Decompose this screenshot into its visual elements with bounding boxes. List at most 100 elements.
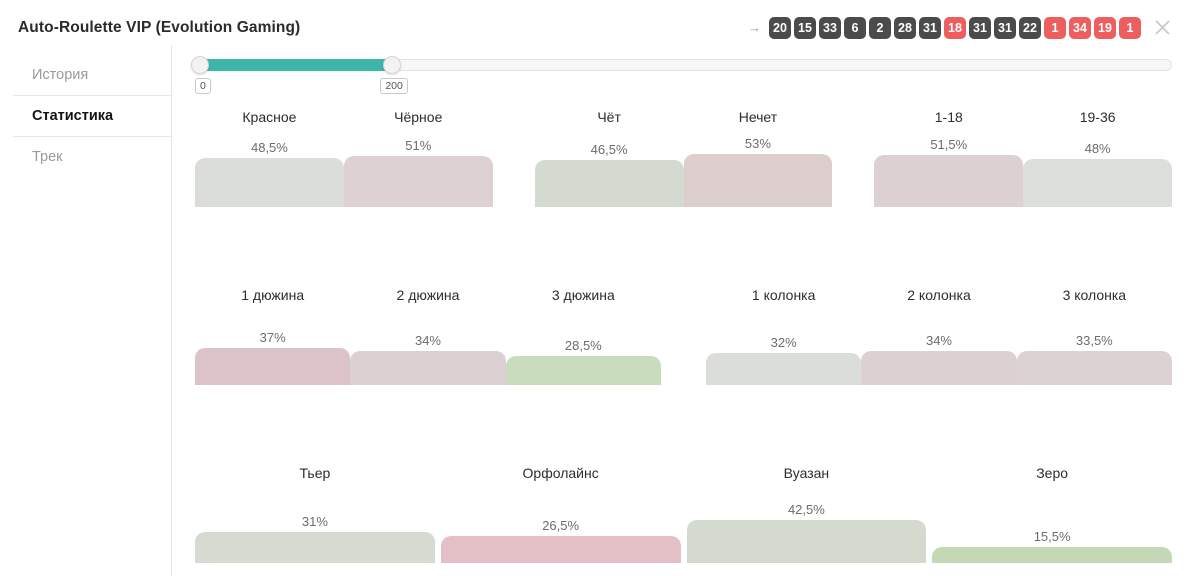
stat-value-label: 51,5% bbox=[930, 137, 968, 152]
stat-bar bbox=[932, 547, 1172, 563]
stat-value-label: 51% bbox=[405, 138, 432, 153]
stat-value-label: 42,5% bbox=[787, 502, 825, 517]
roulette-number-badge: 31 bbox=[969, 16, 991, 39]
stat-bar-column: 1 колонка 32% bbox=[706, 287, 862, 385]
sidebar: История Статистика Трек bbox=[0, 45, 172, 576]
slider-fill bbox=[195, 59, 394, 71]
bar-group: 1-18 51,5% 19-36 48% bbox=[874, 109, 1173, 207]
sidebar-item-history[interactable]: История bbox=[32, 67, 89, 83]
stat-bar-column: Чёт 46,5% bbox=[534, 109, 684, 207]
stat-bar bbox=[1023, 159, 1173, 207]
roulette-number-badge: 31 bbox=[919, 16, 941, 39]
statistics-panel: 0 200 Красное 48,5% Чёрное 51% Чёт 46,5% Нечет… bbox=[172, 45, 1188, 576]
roulette-number-badge: 28 bbox=[894, 16, 916, 39]
stat-bar-column: Чёрное 51% bbox=[343, 109, 493, 207]
close-icon bbox=[1155, 20, 1170, 35]
stat-value-label: 15,5% bbox=[1033, 529, 1071, 544]
bar-group: Вуазан 42,5% bbox=[686, 465, 927, 563]
stat-value-label: 34% bbox=[414, 333, 441, 348]
stat-value-label: 34% bbox=[925, 333, 952, 348]
recent-numbers: 20 15 33 6 2 28 31 18 31 31 22 1 34 19 1 bbox=[766, 16, 1141, 39]
stat-category-label: Орфолайнс bbox=[522, 465, 599, 481]
stat-bar-column: Красное 48,5% bbox=[195, 109, 344, 207]
window-title: Auto-Roulette VIP (Evolution Gaming) bbox=[18, 18, 301, 36]
bar-group: Тьер 31% bbox=[195, 465, 435, 563]
stat-category-label: 1 дюжина bbox=[241, 287, 305, 303]
stat-bar-column: Зеро 15,5% bbox=[932, 465, 1172, 563]
stat-bar bbox=[861, 351, 1017, 385]
stat-category-label: 2 колонка bbox=[907, 287, 971, 303]
roulette-number-badge: 31 bbox=[994, 16, 1016, 39]
roulette-number-badge: 20 bbox=[769, 16, 791, 39]
history-arrow-icon: → bbox=[748, 20, 761, 35]
stat-bar bbox=[343, 156, 493, 207]
stat-value-label: 33,5% bbox=[1075, 333, 1113, 348]
roulette-number-badge: 22 bbox=[1019, 16, 1041, 39]
stat-bar-column: 1 дюжина 37% bbox=[195, 287, 351, 385]
stat-value-label: 26,5% bbox=[542, 518, 580, 533]
stat-value-label: 48% bbox=[1084, 141, 1111, 156]
stat-bar bbox=[505, 356, 661, 385]
roulette-number-badge: 6 bbox=[844, 16, 866, 39]
stat-category-label: 19-36 bbox=[1079, 109, 1116, 125]
stat-bar-column: 3 дюжина 28,5% bbox=[505, 287, 661, 385]
stat-value-label: 48,5% bbox=[250, 140, 288, 155]
roulette-number-badge: 34 bbox=[1069, 16, 1091, 39]
stat-value-label: 31% bbox=[301, 514, 328, 529]
roulette-number-badge: 19 bbox=[1094, 16, 1116, 39]
sidebar-item-statistics[interactable]: Статистика bbox=[13, 95, 171, 137]
stat-category-label: 2 дюжина bbox=[396, 287, 460, 303]
bar-group: Зеро 15,5% bbox=[932, 465, 1172, 563]
stat-bar-column: 2 колонка 34% bbox=[861, 287, 1017, 385]
stat-bar-column: 1-18 51,5% bbox=[874, 109, 1024, 207]
stat-bar-column: Тьер 31% bbox=[195, 465, 435, 563]
stat-bar-column: Нечет 53% bbox=[683, 109, 833, 207]
slider-max-value: 200 bbox=[380, 78, 408, 94]
roulette-number-badge: 18 bbox=[944, 16, 966, 39]
bar-group: Орфолайнс 26,5% bbox=[440, 465, 681, 563]
roulette-number-badge: 1 bbox=[1119, 16, 1141, 39]
stat-category-label: 1 колонка bbox=[751, 287, 816, 303]
stat-bar bbox=[686, 520, 927, 563]
stats-row: Красное 48,5% Чёрное 51% Чёт 46,5% Нечет 53% 1-1… bbox=[195, 109, 1173, 207]
roulette-number-badge: 33 bbox=[819, 16, 841, 39]
stat-bar-column: Вуазан 42,5% bbox=[686, 465, 927, 563]
header-right: → 20 15 33 6 2 28 31 18 31 31 22 1 34 19 1 bbox=[748, 16, 1172, 39]
roulette-number-badge: 1 bbox=[1044, 16, 1066, 39]
sidebar-item-track[interactable]: Трек bbox=[32, 149, 63, 165]
stat-bar bbox=[195, 348, 351, 385]
stat-category-label: Вуазан bbox=[783, 465, 830, 481]
stat-bar bbox=[706, 353, 862, 385]
stats-rows: Красное 48,5% Чёрное 51% Чёт 46,5% Нечет 53% 1-1… bbox=[195, 109, 1173, 563]
stat-bar bbox=[440, 536, 681, 563]
stat-bar bbox=[1016, 351, 1172, 385]
stat-bar-column: 3 колонка 33,5% bbox=[1016, 287, 1172, 385]
stat-bar bbox=[195, 532, 435, 563]
stat-category-label: Тьер bbox=[299, 465, 331, 481]
stat-value-label: 53% bbox=[744, 136, 771, 151]
stat-category-label: 3 колонка bbox=[1062, 287, 1127, 303]
stats-row: Тьер 31% Орфолайнс 26,5% Вуазан 42,5% Зеро 15,5… bbox=[195, 465, 1172, 563]
stat-bar-column: 19-36 48% bbox=[1023, 109, 1173, 207]
slider-min-value: 0 bbox=[195, 78, 211, 94]
stat-value-label: 28,5% bbox=[564, 338, 602, 353]
stat-value-label: 46,5% bbox=[590, 142, 628, 157]
content: История Статистика Трек 0 200 Красное 48,… bbox=[0, 45, 1188, 576]
stat-category-label: Чёт bbox=[597, 109, 621, 125]
stat-bar bbox=[350, 351, 506, 385]
slider-handle-min[interactable] bbox=[191, 56, 209, 74]
stat-bar-column: 2 дюжина 34% bbox=[350, 287, 506, 385]
spins-range-slider: 0 200 bbox=[191, 55, 1172, 101]
stat-category-label: Красное bbox=[242, 109, 297, 125]
stat-category-label: Чёрное bbox=[394, 109, 443, 125]
stat-bar bbox=[195, 158, 344, 207]
stats-row: 1 дюжина 37% 2 дюжина 34% 3 дюжина 28,5% 1 кол… bbox=[195, 287, 1172, 385]
close-button[interactable] bbox=[1153, 18, 1172, 37]
slider-handle-max[interactable] bbox=[383, 56, 402, 74]
bar-group: Красное 48,5% Чёрное 51% bbox=[195, 109, 493, 207]
roulette-number-badge: 2 bbox=[869, 16, 891, 39]
stat-bar-column: Орфолайнс 26,5% bbox=[440, 465, 681, 563]
stat-category-label: Зеро bbox=[1036, 465, 1069, 481]
bar-group: Чёт 46,5% Нечет 53% bbox=[534, 109, 833, 207]
stat-category-label: 3 дюжина bbox=[551, 287, 615, 303]
